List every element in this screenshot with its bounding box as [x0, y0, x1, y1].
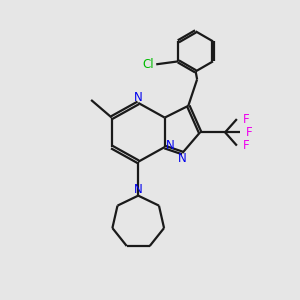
Text: F: F [243, 112, 250, 126]
Text: N: N [166, 139, 174, 152]
Text: N: N [134, 91, 142, 104]
Text: F: F [243, 139, 250, 152]
Text: N: N [134, 183, 142, 196]
Text: Cl: Cl [142, 58, 154, 71]
Text: F: F [246, 126, 253, 139]
Text: N: N [178, 152, 187, 165]
